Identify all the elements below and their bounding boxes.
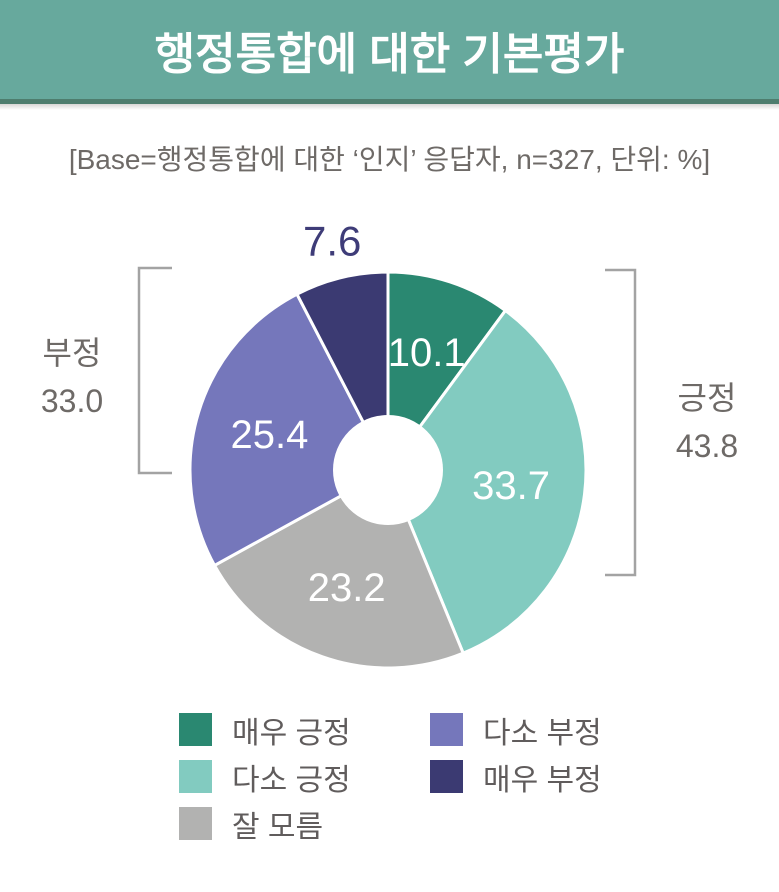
- slice-value-label: 33.7: [472, 464, 550, 508]
- donut-slice-25.4: [188, 292, 390, 567]
- banner-shadow: [0, 104, 779, 110]
- negative-group-value: 33.0: [40, 383, 104, 419]
- negative-group-name: 부정: [42, 335, 102, 371]
- page-title: 행정통합에 대한 기본평가: [154, 29, 625, 79]
- legend-item: 다소 긍정: [179, 760, 351, 797]
- slice-value-label: 10.1: [388, 331, 466, 375]
- legend-item: 잘 모름: [179, 807, 351, 844]
- legend-item: 다소 부정: [430, 713, 602, 750]
- legend-swatch: [179, 713, 212, 746]
- legend-item: 매우 부정: [430, 760, 602, 797]
- legend-label: 다소 부정: [483, 716, 602, 750]
- legend-label: 매우 부정: [483, 763, 602, 797]
- negative-group-bracket: [137, 266, 172, 475]
- slice-value-label: 25.4: [230, 413, 308, 457]
- donut-slice-33.7: [386, 309, 588, 655]
- legend-swatch: [430, 760, 463, 793]
- positive-group-name: 긍정: [677, 380, 737, 416]
- donut-hole: [333, 415, 443, 525]
- legend-swatch: [179, 807, 212, 840]
- legend-label: 다소 긍정: [232, 763, 351, 797]
- donut-slice-10.1: [386, 270, 507, 472]
- negative-group-label: 부정 33.0: [7, 329, 137, 425]
- positive-group-value: 43.8: [675, 428, 739, 464]
- legend-label: 잘 모름: [232, 810, 324, 844]
- banner-accent-strip: [0, 99, 779, 104]
- legend-label: 매우 긍정: [232, 716, 351, 750]
- title-banner: 행정통합에 대한 기본평가: [0, 0, 779, 99]
- slice-value-label: 7.6: [303, 217, 361, 264]
- positive-group-label: 긍정 43.8: [642, 374, 772, 470]
- slice-value-label: 23.2: [308, 566, 386, 610]
- donut-chart: 10.1 33.7 23.2 25.4 7.6: [137, 217, 637, 670]
- legend-swatch: [179, 760, 212, 793]
- legend-item: 매우 긍정: [179, 713, 351, 750]
- positive-group-bracket: [605, 268, 637, 577]
- legend-swatch: [430, 713, 463, 746]
- base-note: [Base=행정통합에 대한 ‘인지’ 응답자, n=327, 단위: %]: [68, 144, 711, 175]
